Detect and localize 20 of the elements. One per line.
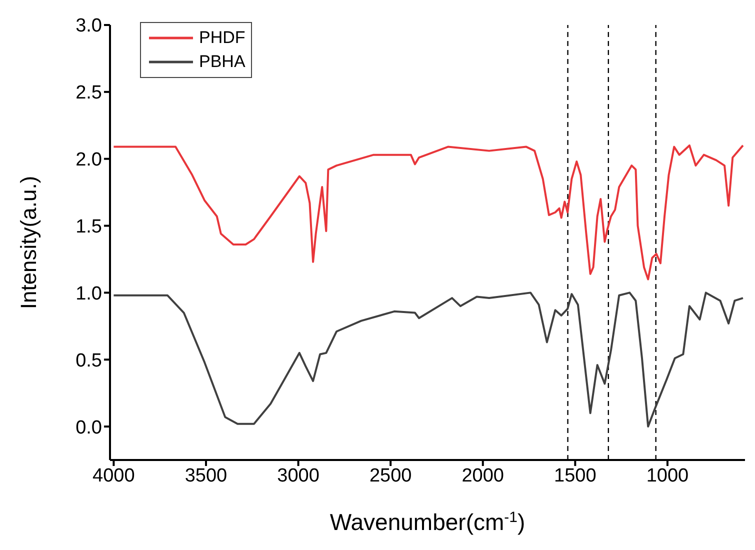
y-tick-label: 1.0	[76, 283, 102, 304]
x-axis-title: Wavenumber(cm$^{-1}$)	[330, 508, 526, 535]
legend-label: PBHA	[199, 51, 246, 73]
y-tick-label: 2.0	[76, 150, 102, 171]
y-tick-label: 2.5	[76, 82, 102, 104]
y-tick-label: 3.0	[76, 16, 102, 37]
line-series	[112, 144, 744, 280]
y-tick-label: 0.0	[76, 417, 102, 438]
x-tick-label: 4000	[92, 465, 135, 486]
x-tick-label: 2000	[462, 465, 504, 486]
y-tick-label: 1.5	[76, 216, 102, 238]
x-tick-label: 2500	[369, 465, 412, 486]
x-tick-label: 3000	[277, 465, 320, 486]
line-series	[112, 292, 744, 428]
y-axis-title: Intensity(a.u.)	[16, 176, 41, 310]
x-tick-label: 1500	[554, 465, 596, 486]
y-tick-label: 0.5	[76, 350, 102, 372]
legend-label: PHDF	[199, 27, 246, 49]
x-tick-label: 3500	[184, 465, 228, 486]
x-tick-label: 1000	[646, 465, 689, 486]
